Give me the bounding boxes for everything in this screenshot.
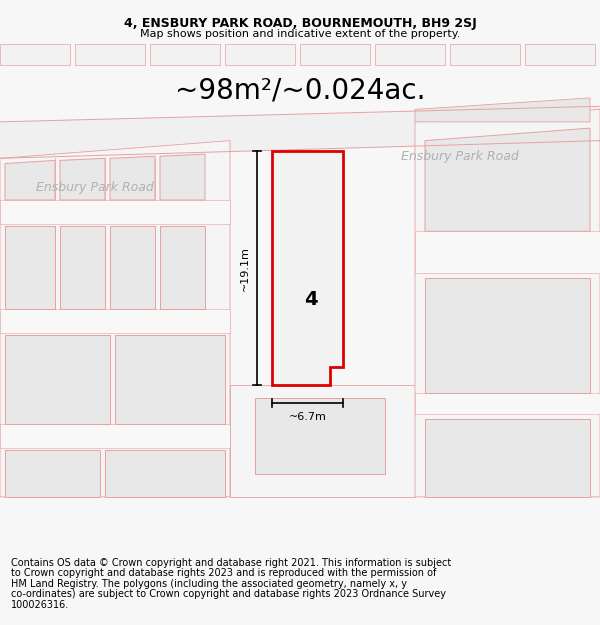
Polygon shape — [160, 154, 205, 200]
Polygon shape — [60, 158, 105, 200]
Polygon shape — [415, 231, 600, 273]
Polygon shape — [110, 226, 155, 309]
Text: ~19.1m: ~19.1m — [240, 246, 250, 291]
Polygon shape — [0, 106, 600, 158]
Polygon shape — [425, 128, 590, 231]
Text: ~6.7m: ~6.7m — [289, 412, 326, 422]
Polygon shape — [525, 44, 595, 64]
Polygon shape — [450, 44, 520, 64]
Polygon shape — [230, 386, 415, 497]
Polygon shape — [60, 226, 105, 309]
Text: Map shows position and indicative extent of the property.: Map shows position and indicative extent… — [140, 29, 460, 39]
Polygon shape — [0, 200, 230, 224]
Polygon shape — [272, 151, 343, 386]
Polygon shape — [425, 419, 590, 497]
Polygon shape — [110, 156, 155, 200]
Text: 4: 4 — [304, 290, 317, 309]
Polygon shape — [0, 44, 70, 64]
Polygon shape — [255, 398, 385, 474]
Polygon shape — [5, 336, 110, 424]
Text: 4, ENSBURY PARK ROAD, BOURNEMOUTH, BH9 2SJ: 4, ENSBURY PARK ROAD, BOURNEMOUTH, BH9 2… — [124, 17, 476, 29]
Polygon shape — [105, 450, 225, 497]
Text: to Crown copyright and database rights 2023 and is reproduced with the permissio: to Crown copyright and database rights 2… — [11, 568, 436, 578]
Polygon shape — [0, 309, 230, 333]
Polygon shape — [115, 336, 225, 424]
Polygon shape — [425, 278, 590, 392]
Text: 100026316.: 100026316. — [11, 600, 69, 610]
Polygon shape — [300, 44, 370, 64]
Polygon shape — [415, 109, 600, 497]
Text: Ensbury Park Road: Ensbury Park Road — [36, 181, 154, 194]
Polygon shape — [0, 424, 230, 448]
Text: co-ordinates) are subject to Crown copyright and database rights 2023 Ordnance S: co-ordinates) are subject to Crown copyr… — [11, 589, 446, 599]
Polygon shape — [415, 392, 600, 414]
Polygon shape — [415, 98, 590, 122]
Polygon shape — [75, 44, 145, 64]
Polygon shape — [5, 450, 100, 497]
Text: Ensbury Park Road: Ensbury Park Road — [401, 150, 519, 162]
Text: HM Land Registry. The polygons (including the associated geometry, namely x, y: HM Land Registry. The polygons (includin… — [11, 579, 407, 589]
Polygon shape — [150, 44, 220, 64]
Text: Contains OS data © Crown copyright and database right 2021. This information is : Contains OS data © Crown copyright and d… — [11, 558, 451, 568]
Polygon shape — [5, 226, 55, 309]
Polygon shape — [225, 44, 295, 64]
Text: ~98m²/~0.024ac.: ~98m²/~0.024ac. — [175, 77, 425, 104]
Polygon shape — [5, 161, 55, 200]
Polygon shape — [375, 44, 445, 64]
Polygon shape — [160, 226, 205, 309]
Polygon shape — [0, 141, 230, 497]
